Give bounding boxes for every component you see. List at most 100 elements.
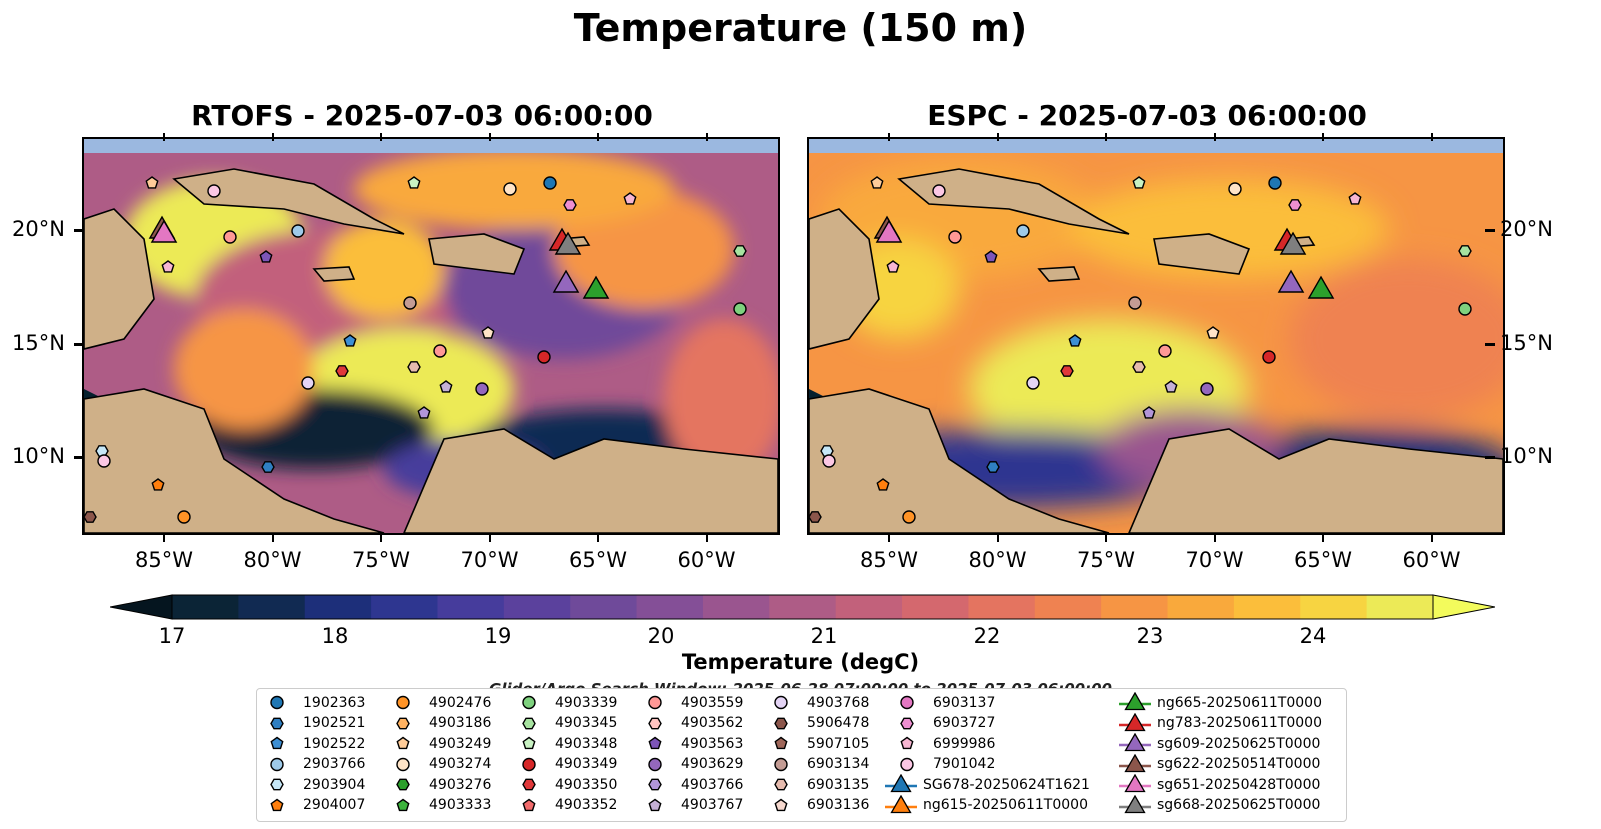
- legend-marker-icon: [648, 757, 662, 771]
- legend-label: sg609-20250625T0000: [1157, 735, 1321, 752]
- argo-marker: [886, 260, 900, 273]
- legend-label: 6903136: [807, 797, 870, 813]
- legend-label: 4903767: [681, 797, 744, 813]
- legend-item-argo: 4903559: [643, 692, 743, 713]
- legend-marker: [522, 757, 536, 771]
- legend-marker: [900, 736, 914, 750]
- x-tick-label: 80°W: [968, 548, 1027, 572]
- argo-marker: [1060, 365, 1074, 377]
- colorbar-segment: [371, 595, 439, 619]
- argo-marker: [343, 334, 357, 347]
- legend-triangle-icon: [1119, 733, 1151, 752]
- legend-marker: [774, 798, 788, 811]
- colorbar-segment: [968, 595, 1036, 619]
- x-tick: [597, 534, 599, 542]
- legend-item-argo: 4903348: [517, 733, 617, 754]
- argo-marker: [932, 184, 946, 198]
- argo-marker: [291, 224, 305, 238]
- espc-map: [807, 137, 1505, 535]
- argo-marker: [1142, 406, 1156, 419]
- glider-marker: [582, 275, 610, 299]
- legend-marker: [774, 757, 788, 771]
- x-tick: [271, 534, 274, 542]
- map-canvas: [809, 139, 1503, 533]
- land: [897, 168, 1130, 235]
- legend-marker-icon: [522, 778, 536, 791]
- land: [428, 233, 526, 275]
- legend-marker-icon: [900, 736, 914, 750]
- argo-marker: [481, 326, 495, 339]
- x-tick: [271, 133, 274, 141]
- y-tick-label-left: 10°N: [12, 444, 65, 468]
- legend-item-argo: 4903350: [517, 774, 617, 795]
- argo-marker: [1200, 382, 1214, 396]
- legend-marker-icon: [900, 695, 914, 710]
- legend-marker: [270, 695, 284, 710]
- argo-marker: [417, 406, 431, 419]
- x-tick: [163, 133, 165, 141]
- x-tick-label: 65°W: [1294, 548, 1352, 572]
- land: [84, 208, 155, 350]
- legend-item-argo: 4903333: [391, 795, 491, 816]
- legend-marker: [396, 736, 410, 750]
- legend-marker-icon: [270, 778, 284, 791]
- argo-marker: [984, 250, 998, 263]
- argo-marker: [623, 192, 637, 205]
- argo-marker: [1262, 350, 1276, 364]
- legend-marker-icon: [774, 798, 788, 811]
- colorbar-tick-label: 20: [647, 624, 675, 648]
- colorbar-segment: [172, 595, 239, 619]
- legend-item-argo: 6903727: [895, 713, 995, 734]
- legend-label: 6903134: [807, 756, 870, 772]
- legend-triangle: [1124, 733, 1146, 752]
- colorbar-segment: [570, 595, 638, 619]
- legend-marker: [648, 695, 662, 710]
- argo-marker: [439, 380, 453, 393]
- y-tick: [74, 456, 84, 459]
- legend-item-argo: 4903563: [643, 733, 743, 754]
- x-tick: [488, 133, 491, 141]
- legend-item-argo: 4903186: [391, 713, 491, 734]
- legend-marker: [648, 757, 662, 771]
- argo-marker: [1206, 326, 1220, 339]
- y-tick: [1485, 343, 1495, 346]
- argo-marker: [1268, 176, 1282, 190]
- colorbar-segment: [835, 595, 903, 619]
- argo-marker: [1158, 344, 1172, 358]
- legend-item-argo: 4903562: [643, 713, 743, 734]
- legend-marker-icon: [648, 736, 662, 750]
- argo-marker: [1068, 334, 1082, 347]
- legend-triangle: [1124, 692, 1146, 711]
- legend-marker: [900, 757, 914, 771]
- x-tick: [996, 534, 999, 542]
- colorbar-tick-label: 17: [158, 624, 186, 648]
- colorbar-frame: [171, 594, 1434, 620]
- argo-marker: [822, 454, 836, 468]
- x-tick: [597, 133, 599, 141]
- legend-item-glider: sg609-20250625T0000: [1119, 733, 1320, 754]
- legend-label: 4903345: [555, 715, 618, 731]
- argo-marker: [1458, 302, 1472, 316]
- legend-item-argo: 2903904: [265, 774, 365, 795]
- legend-marker-icon: [774, 778, 788, 791]
- colorbar-segment: [304, 595, 372, 619]
- legend-label: 7901042: [933, 756, 996, 772]
- legend-label: ng783-20250611T0000: [1157, 715, 1322, 731]
- legend-item-argo: 4903768: [769, 692, 869, 713]
- legend-label: 6903137: [933, 694, 996, 711]
- argo-marker: [543, 176, 557, 190]
- legend-item-argo: 4903249: [391, 733, 491, 754]
- colorbar-tick-label: 24: [1299, 624, 1327, 648]
- legend-item-argo: 7901042: [895, 754, 995, 775]
- colorbar-tick-label: 21: [810, 624, 838, 648]
- legend-marker: [270, 736, 284, 750]
- glider-marker: [875, 219, 903, 243]
- x-tick: [488, 534, 491, 542]
- x-tick: [1430, 534, 1433, 542]
- legend-marker: [396, 778, 410, 791]
- legend-marker-icon: [522, 736, 536, 750]
- argo-marker: [733, 245, 747, 257]
- panel-title-espc: ESPC - 2025-07-03 06:00:00: [927, 99, 1367, 132]
- x-tick: [705, 133, 708, 141]
- legend-marker: [900, 717, 914, 729]
